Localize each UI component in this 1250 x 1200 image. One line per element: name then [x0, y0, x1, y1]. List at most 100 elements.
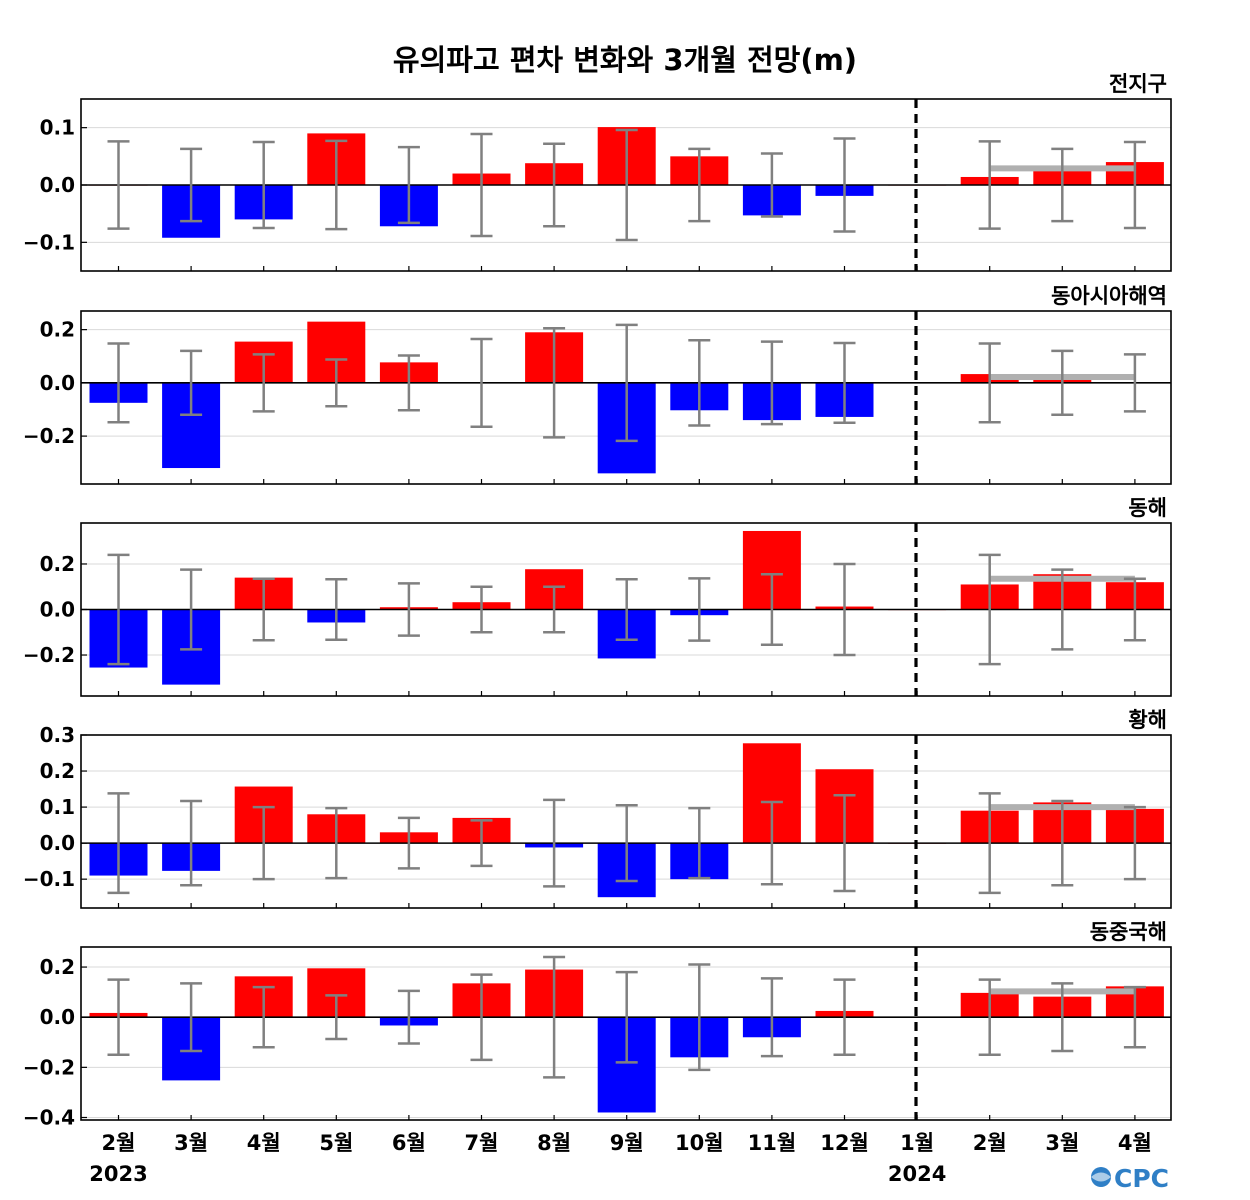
globe-icon [1091, 1167, 1111, 1187]
error-bar [833, 137, 856, 233]
error-bar [1051, 147, 1074, 223]
error-bar [180, 147, 203, 223]
x-tick-label: 12월 [820, 1131, 869, 1155]
y-tick-label: 0.2 [40, 759, 75, 783]
x-tick-label: 10월 [675, 1131, 724, 1155]
error-bar [180, 349, 203, 417]
error-bar [978, 978, 1001, 1057]
year-label: 2024 [888, 1162, 946, 1186]
x-tick-label: 6월 [392, 1131, 426, 1155]
panel: −0.1 0.0 0.1 0.2 0.3 황해 [23, 708, 1172, 909]
error-bar [325, 358, 348, 408]
y-tick-label: 0.0 [40, 831, 75, 855]
panel-frame [80, 734, 1172, 909]
error-bar [252, 985, 275, 1049]
x-tick-label: 8월 [537, 1131, 571, 1155]
x-tick-label: 4월 [1118, 1131, 1152, 1155]
error-bar [1123, 985, 1146, 1049]
error-bar [180, 982, 203, 1053]
y-tick-label: 0.2 [40, 318, 75, 342]
y-tick-label: 0.1 [40, 795, 75, 819]
error-bar [978, 342, 1001, 424]
y-tick-label: 0.1 [40, 116, 75, 140]
y-tick-label: 0.0 [40, 1005, 75, 1029]
error-bar [615, 970, 638, 1064]
error-bar [760, 152, 783, 218]
y-tick-label: −0.1 [23, 867, 75, 891]
error-bar [470, 337, 493, 429]
error-bar [180, 799, 203, 887]
year-label: 2023 [89, 1162, 147, 1186]
x-tick-label: 7월 [465, 1131, 499, 1155]
error-bar [543, 327, 566, 439]
error-bar [470, 585, 493, 634]
y-tick-label: −0.2 [23, 1055, 75, 1079]
error-bar [833, 978, 856, 1057]
error-bar [1123, 577, 1146, 642]
error-bar [397, 989, 420, 1045]
y-tick-label: 0.0 [40, 173, 75, 197]
panel-title: 전지구 [1109, 72, 1167, 96]
y-tick-label: 0.0 [40, 598, 75, 622]
error-bar [252, 805, 275, 881]
x-tick-label: 3월 [174, 1131, 208, 1155]
error-bar [252, 353, 275, 413]
error-bar [325, 577, 348, 642]
error-bar [107, 553, 130, 666]
error-bar [543, 798, 566, 888]
error-bar [760, 800, 783, 886]
error-bar [615, 128, 638, 242]
error-bar [688, 806, 711, 880]
x-tick-label: 5월 [319, 1131, 353, 1155]
error-bar [470, 819, 493, 868]
error-bar [978, 140, 1001, 230]
cpc-logo: CPC [1091, 1164, 1169, 1193]
error-bar [1123, 805, 1146, 881]
error-bar [180, 568, 203, 651]
error-bar [688, 147, 711, 223]
y-tick-label: −0.1 [23, 230, 75, 254]
error-bar [978, 792, 1001, 895]
error-bar [325, 806, 348, 880]
x-tick-label: 2월 [102, 1131, 136, 1155]
error-bar [1051, 982, 1074, 1053]
error-bar [543, 142, 566, 228]
panel-frame [80, 310, 1172, 485]
chart-title: 유의파고 편차 변화와 3개월 전망(m) [393, 43, 857, 77]
error-bar [688, 339, 711, 427]
error-bar [615, 323, 638, 443]
y-tick-label: −0.4 [23, 1105, 75, 1129]
logo-text: CPC [1114, 1164, 1169, 1193]
x-tick-label: 11월 [748, 1131, 797, 1155]
panel-title: 동중국해 [1090, 920, 1167, 944]
error-bar [1123, 353, 1146, 413]
x-tick-label: 3월 [1045, 1131, 1079, 1155]
x-tick-label: 9월 [610, 1131, 644, 1155]
error-bar [760, 977, 783, 1058]
panel-title: 동아시아해역 [1051, 284, 1167, 308]
error-bar [397, 816, 420, 870]
x-tick-label: 1월 [900, 1131, 934, 1155]
y-tick-label: 0.2 [40, 552, 75, 576]
error-bar [978, 553, 1001, 666]
panel: −0.1 0.0 0.1 전지구 [23, 72, 1172, 272]
error-bar [1051, 349, 1074, 417]
error-bar [1051, 568, 1074, 651]
y-tick-label: −0.2 [23, 424, 75, 448]
error-bar [325, 994, 348, 1041]
panel-title: 동해 [1128, 496, 1167, 520]
x-tick-label: 2월 [973, 1131, 1007, 1155]
error-bar [107, 140, 130, 230]
error-bar [615, 577, 638, 642]
error-bar [760, 340, 783, 426]
error-bar [107, 342, 130, 424]
error-bar [107, 792, 130, 895]
error-bar [543, 585, 566, 634]
error-bar [107, 978, 130, 1057]
error-bar [325, 139, 348, 231]
panel: −0.2 0.0 0.2 동해 [23, 496, 1172, 697]
error-bar [833, 562, 856, 657]
error-bar [688, 577, 711, 642]
error-bar [397, 354, 420, 412]
